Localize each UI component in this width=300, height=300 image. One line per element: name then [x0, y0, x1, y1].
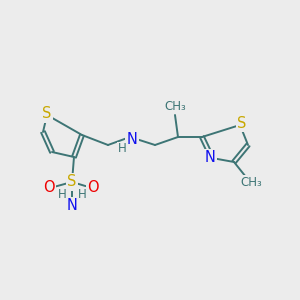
Text: S: S — [42, 106, 52, 122]
Text: S: S — [67, 175, 77, 190]
Text: H: H — [58, 188, 66, 200]
Text: N: N — [205, 151, 215, 166]
Text: N: N — [127, 131, 137, 146]
Text: CH₃: CH₃ — [240, 176, 262, 188]
Text: O: O — [87, 181, 99, 196]
Text: CH₃: CH₃ — [164, 100, 186, 113]
Text: O: O — [43, 181, 55, 196]
Text: H: H — [118, 142, 126, 155]
Text: H: H — [78, 188, 86, 200]
Text: S: S — [237, 116, 247, 130]
Text: N: N — [67, 199, 77, 214]
